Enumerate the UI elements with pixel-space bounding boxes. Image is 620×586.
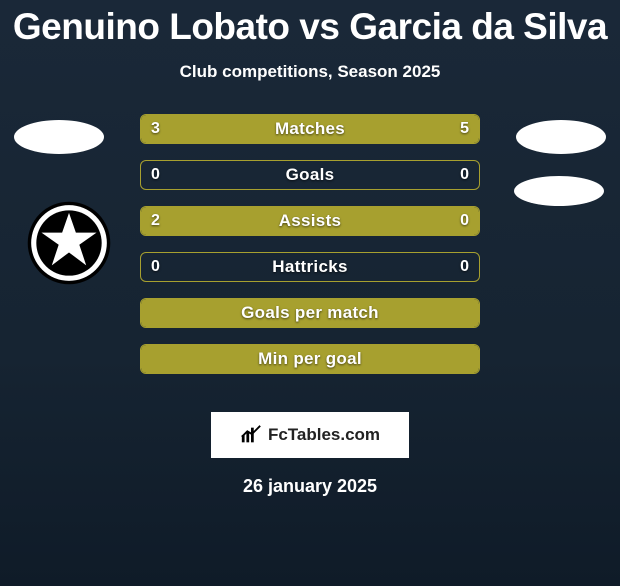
- stat-label: Assists: [141, 211, 479, 231]
- subtitle: Club competitions, Season 2025: [0, 62, 620, 82]
- stat-row: Goals0 0: [140, 160, 480, 190]
- player-left-silhouette: [14, 120, 104, 154]
- player-left-club-badge: [26, 200, 112, 286]
- botafogo-star-icon: [26, 200, 112, 286]
- stat-label: Min per goal: [141, 349, 479, 369]
- stat-row: Goals per match: [140, 298, 480, 328]
- stat-value-right: 0: [460, 258, 469, 276]
- stat-value-right: 5: [460, 120, 469, 138]
- stat-value-left: 3: [151, 120, 160, 138]
- stat-label: Matches: [141, 119, 479, 139]
- stat-label: Goals: [141, 165, 479, 185]
- date-label: 26 january 2025: [0, 476, 620, 497]
- source-badge-label: FcTables.com: [268, 425, 380, 445]
- player-right-club-silhouette: [514, 176, 604, 206]
- stat-value-left: 2: [151, 212, 160, 230]
- stat-label: Hattricks: [141, 257, 479, 277]
- stat-value-left: 0: [151, 166, 160, 184]
- stat-value-left: 0: [151, 258, 160, 276]
- stat-value-right: 0: [460, 166, 469, 184]
- player-right-silhouette: [516, 120, 606, 154]
- stat-label: Goals per match: [141, 303, 479, 323]
- page-title: Genuino Lobato vs Garcia da Silva: [0, 6, 620, 48]
- stat-bars: Matches35Goals00Assists20Hattricks00Goal…: [140, 114, 480, 390]
- stat-row: Hattricks0 0: [140, 252, 480, 282]
- stat-value-right: 0: [460, 212, 469, 230]
- stat-row: Min per goal: [140, 344, 480, 374]
- stat-row: Assists2 0: [140, 206, 480, 236]
- stat-row: Matches3 5: [140, 114, 480, 144]
- source-badge: FcTables.com: [211, 412, 409, 458]
- comparison-area: Matches35Goals00Assists20Hattricks00Goal…: [0, 114, 620, 404]
- fctables-logo-icon: [240, 424, 262, 446]
